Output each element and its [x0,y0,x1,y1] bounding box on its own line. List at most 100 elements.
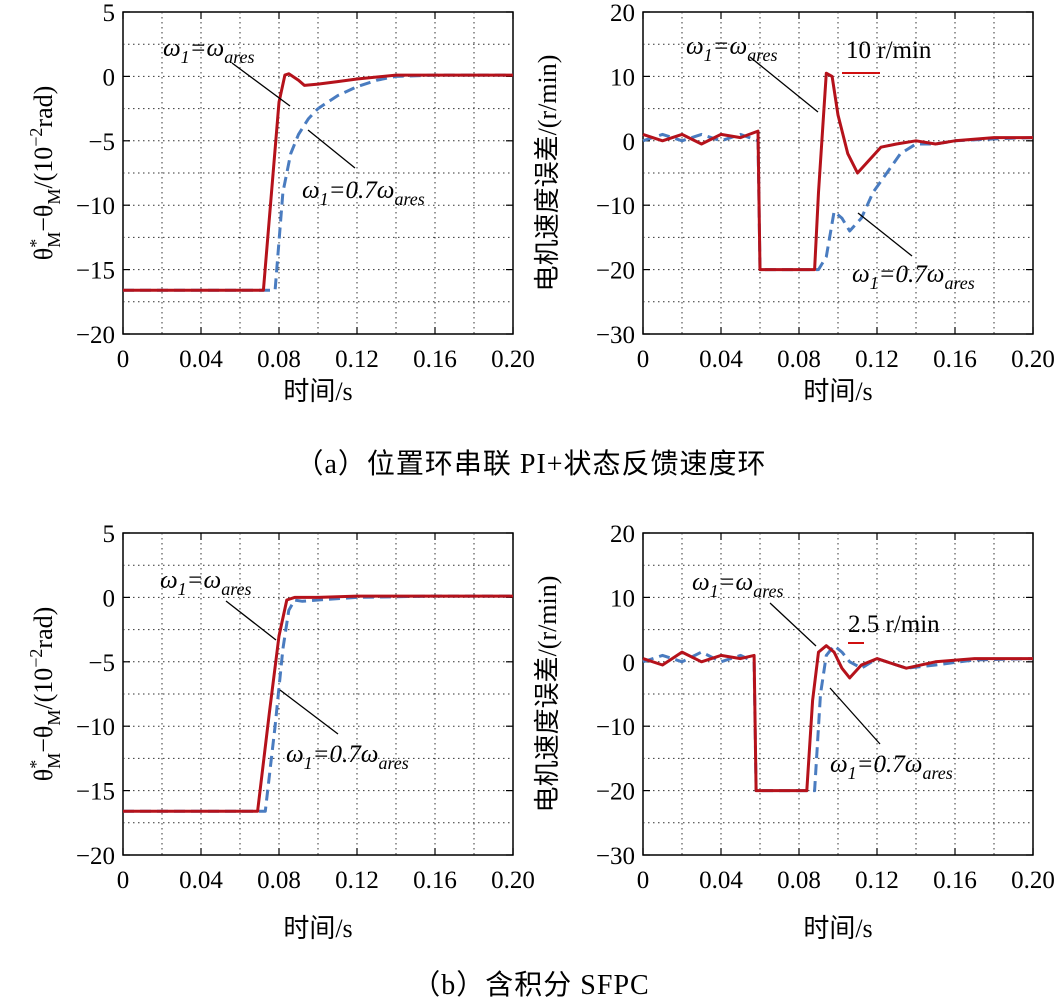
caption-a: （a）位置环串联 PI+状态反馈速度环 [295,448,766,480]
x-axis-label: 时间/s [283,914,352,943]
annotation-leader-line [231,62,291,107]
x-tick-labels: 0 0.04 0.08 0.12 0.16 0.20 [637,346,1055,373]
y-tick-label: −20 [596,258,635,285]
y-tick-labels: 20 10 0 −10 −20 −30 [596,521,635,870]
series-group [642,644,1034,793]
y-tick-label: −10 [596,193,635,220]
y-tick-label: −20 [76,843,115,870]
y-axis-label: 电机速度误差/(r/min) [533,55,562,292]
y-axis-label: θ*M−θM/(10−2rad) [26,607,64,782]
x-tick-label: 0.12 [855,346,899,373]
y-tick-labels: 20 10 0 −10 −20 −30 [596,0,635,349]
x-tick-label: 0 [637,867,650,894]
x-tick-label: 0.16 [933,346,977,373]
x-tick-label: 0.04 [179,867,223,894]
annotation-leader-line [857,212,913,257]
annotation-omega1-eq-omega-ares: ω1=ωares [160,567,252,599]
y-tick-label: −10 [76,193,115,220]
annotation-leader-line [769,602,817,647]
y-tick-label: 20 [610,0,635,27]
annotation-omega1-eq-omega-ares: ω1=ωares [163,35,255,67]
y-tick-label: −10 [76,714,115,741]
x-tick-label: 0 [117,867,130,894]
y-tick-label: 0 [623,650,636,677]
x-tick-label: 0.16 [413,867,457,894]
y-tick-label: −5 [88,129,115,156]
y-tick-label: 0 [103,585,116,612]
series-line-solid [123,594,513,813]
y-axis-label: θ*M−θM/(10−2rad) [26,86,64,261]
y-tick-labels: 5 0 −5 −10 −15 −20 [76,521,115,870]
annotation-omega1-eq-omega-ares: ω1=ωares [692,569,784,601]
y-tick-label: −20 [596,779,635,806]
x-tick-label: 0.12 [335,867,379,894]
chart-a-right: 0 0.04 0.08 0.12 0.16 0.20 20 10 0 −10 −20 −30 时间/… [533,0,1055,406]
annotation-leader-line [829,687,881,745]
annotation-peak-value: 10 r/min [846,37,932,64]
y-tick-label: −20 [76,322,115,349]
x-tick-label: 0.20 [491,867,535,894]
x-tick-label: 0.20 [1011,346,1055,373]
x-axis-label: 时间/s [803,914,872,943]
y-tick-labels: 5 0 −5 −10 −15 −20 [76,0,115,349]
series-group [642,71,1034,272]
series-line-solid [123,72,513,292]
x-tick-label: 0.08 [777,867,821,894]
y-tick-label: −30 [596,843,635,870]
y-tick-label: 10 [610,64,635,91]
x-tick-label: 0.08 [777,346,821,373]
y-tick-label: −10 [596,714,635,741]
grid [123,12,513,334]
annotation-leader-line [279,689,339,735]
series-group [123,72,513,292]
x-tick-label: 0.08 [257,867,301,894]
x-tick-label: 0.20 [491,346,535,373]
x-tick-label: 0 [637,346,650,373]
annotation-omega1-eq-0.7omega-ares: ω1=0.7ωares [286,741,409,773]
annotation-peak-value: 2.5 r/min [848,611,940,638]
chart-b-left: 0 0.04 0.08 0.12 0.16 0.20 5 0 −5 −10 −15 −20 时间/s… [26,521,535,943]
chart-a-left: 0 0.04 0.08 0.12 0.16 0.20 5 0 −5 −10 −15 −20 时间/s… [26,0,535,406]
caption-b: （b）含积分 SFPC [412,969,649,1001]
x-tick-label: 0.12 [855,867,899,894]
y-tick-label: 0 [103,64,116,91]
annotation-omega1-eq-0.7omega-ares: ω1=0.7ωares [830,751,953,783]
x-tick-label: 0.04 [699,867,743,894]
x-tick-labels: 0 0.04 0.08 0.12 0.16 0.20 [637,867,1055,894]
series-group [123,594,513,813]
annotation-leader-line [225,600,277,641]
x-tick-label: 0 [117,346,130,373]
y-tick-label: 20 [610,521,635,548]
y-tick-label: −15 [76,258,115,285]
grid [643,533,1033,855]
y-tick-label: −30 [596,322,635,349]
annotation-omega1-eq-0.7omega-ares: ω1=0.7ωares [302,177,425,209]
annotation-omega1-eq-omega-ares: ω1=ωares [686,33,778,65]
ticks [122,532,514,856]
annotation-leader-line [307,129,356,169]
x-tick-label: 0.16 [413,346,457,373]
annotation-leader-line [749,56,819,113]
y-axis-label: 电机速度误差/(r/min) [533,576,562,813]
y-tick-label: 0 [623,129,636,156]
y-tick-label: −15 [76,779,115,806]
y-tick-label: 5 [103,0,116,27]
chart-b-right: 0 0.04 0.08 0.12 0.16 0.20 20 10 0 −10 −20 −30 时间/… [533,521,1055,943]
series-line-solid [642,71,1033,272]
series-line-solid [642,644,1033,793]
x-axis-label: 时间/s [283,377,352,406]
annotation-omega1-eq-0.7omega-ares: ω1=0.7ωares [852,261,975,293]
x-tick-labels: 0 0.04 0.08 0.12 0.16 0.20 [117,867,535,894]
x-axis-label: 时间/s [803,377,872,406]
x-tick-label: 0.12 [335,346,379,373]
y-tick-label: 10 [610,585,635,612]
x-tick-label: 0.20 [1011,867,1055,894]
x-tick-label: 0.08 [257,346,301,373]
x-tick-label: 0.04 [699,346,743,373]
y-tick-label: 5 [103,521,116,548]
x-tick-label: 0.04 [179,346,223,373]
ticks [642,11,1034,335]
x-tick-labels: 0 0.04 0.08 0.12 0.16 0.20 [117,346,535,373]
x-tick-label: 0.16 [933,867,977,894]
